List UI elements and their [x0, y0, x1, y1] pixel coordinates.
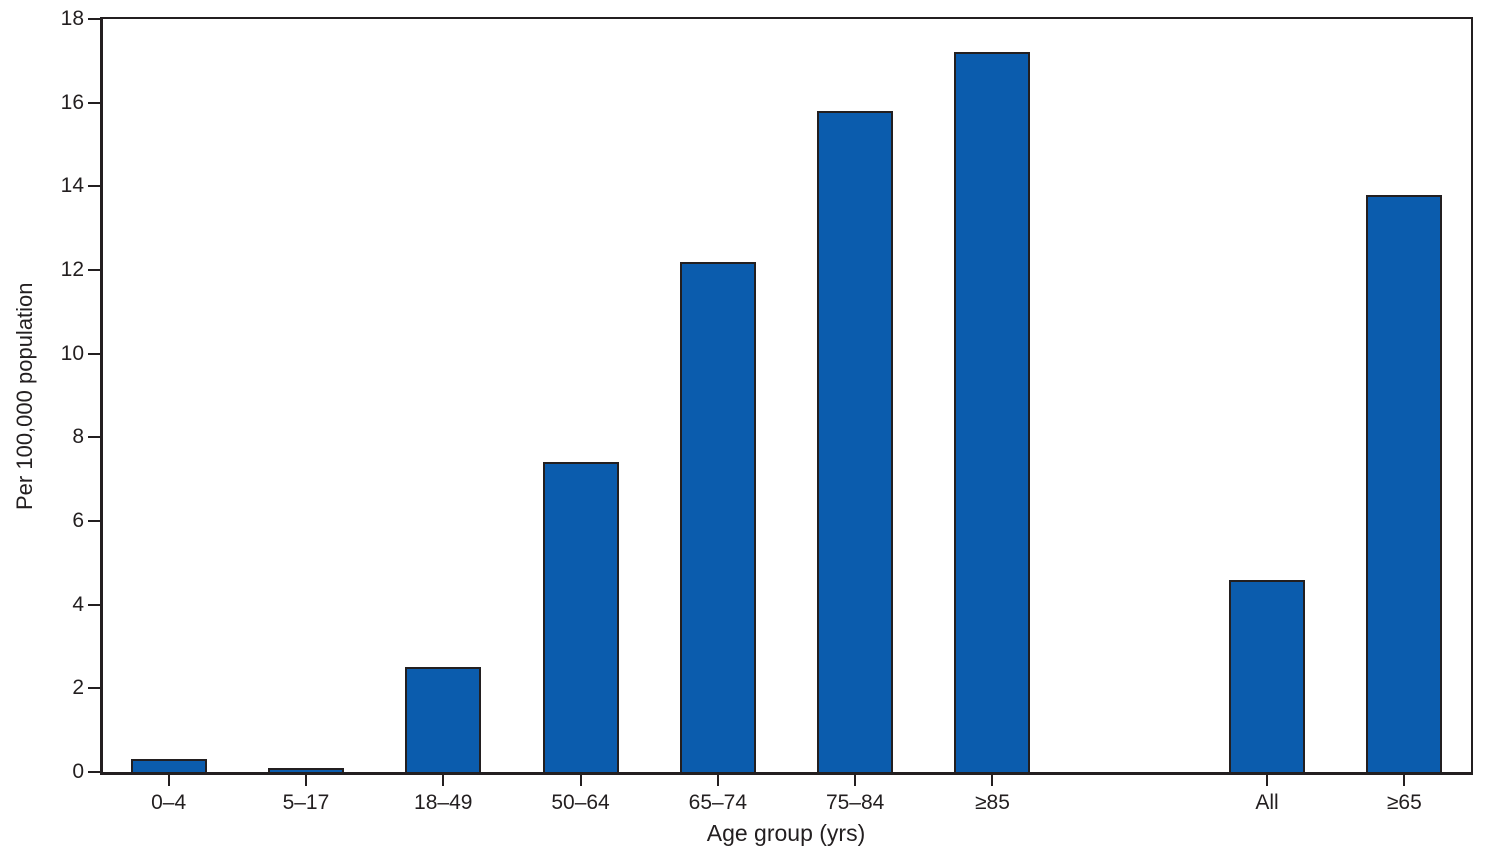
bar-7 — [1229, 579, 1306, 772]
x-axis-tick-label: 18–49 — [414, 791, 473, 814]
bar-5 — [817, 111, 894, 772]
y-axis-tick — [88, 436, 100, 439]
y-axis-tick-label: 14 — [60, 174, 84, 198]
x-axis-tick-label: 65–74 — [688, 791, 748, 814]
bar-2 — [405, 667, 482, 772]
bar-3 — [542, 462, 619, 772]
x-axis-tick-label: All — [1255, 791, 1279, 814]
y-axis-tick — [88, 269, 100, 271]
y-axis-tick-label: 0 — [72, 760, 84, 783]
y-axis-tick-label: 16 — [60, 90, 84, 114]
x-axis-tick-label: 75–84 — [825, 791, 885, 814]
y-axis-tick — [88, 771, 100, 773]
x-axis-tick — [716, 775, 719, 786]
x-axis-tick-label: ≥85 — [974, 791, 1010, 814]
x-axis-tick — [854, 775, 857, 786]
bar-1 — [267, 767, 344, 772]
y-axis-tick — [88, 687, 100, 690]
y-axis-tick-label: 8 — [72, 425, 84, 449]
y-axis-tick-label: 18 — [60, 7, 84, 30]
bar-0 — [130, 759, 207, 772]
x-axis-tick-label: 50–64 — [551, 791, 610, 814]
x-axis-tick — [442, 775, 445, 786]
x-axis-tick-label: ≥65 — [1386, 791, 1422, 814]
y-axis-tick — [88, 352, 100, 355]
bar-4 — [679, 261, 756, 772]
x-axis-tick-label: 5–17 — [282, 791, 330, 814]
x-axis-title: Age group (yrs) — [706, 820, 866, 846]
x-axis-tick — [167, 775, 170, 786]
y-axis-tick-label: 6 — [72, 509, 84, 532]
y-axis-tick-label: 4 — [72, 592, 84, 616]
y-axis-tick — [88, 603, 100, 606]
y-axis-tick — [88, 101, 100, 104]
x-axis-tick — [579, 775, 582, 786]
x-axis-tick — [1403, 775, 1406, 786]
y-axis-tick — [88, 185, 100, 188]
bar-6 — [954, 52, 1031, 772]
bar-8 — [1366, 194, 1443, 772]
x-axis-tick — [304, 775, 307, 786]
y-axis-tick — [88, 520, 100, 522]
x-axis-tick — [1266, 775, 1269, 786]
y-axis-tick — [88, 18, 100, 20]
y-axis-title: Per 100,000 population — [12, 282, 37, 510]
y-axis-tick-label: 2 — [72, 676, 84, 700]
x-axis-tick-label: 0–4 — [151, 791, 187, 814]
y-axis-tick-label: 10 — [60, 341, 84, 365]
x-axis-tick — [991, 775, 994, 786]
plot-area — [100, 17, 1473, 775]
y-axis-tick-label: 12 — [60, 258, 84, 281]
